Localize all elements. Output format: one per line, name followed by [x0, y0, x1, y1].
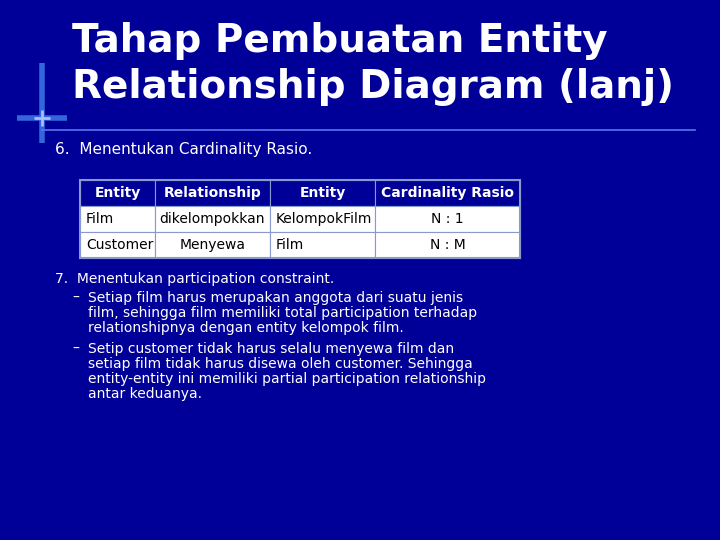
- Text: 6.  Menentukan Cardinality Rasio.: 6. Menentukan Cardinality Rasio.: [55, 142, 312, 157]
- Text: –: –: [72, 342, 79, 356]
- Bar: [80, 180, 155, 206]
- Text: Entity: Entity: [94, 186, 140, 200]
- Bar: [270, 232, 375, 258]
- Text: –: –: [72, 291, 79, 305]
- Text: Tahap Pembuatan Entity: Tahap Pembuatan Entity: [72, 22, 608, 60]
- Text: dikelompokkan: dikelompokkan: [160, 212, 265, 226]
- Text: Film: Film: [86, 212, 114, 226]
- Text: Film: Film: [276, 238, 305, 252]
- Bar: [375, 180, 520, 206]
- Bar: [270, 180, 375, 206]
- Text: Setip customer tidak harus selalu menyewa film dan: Setip customer tidak harus selalu menyew…: [88, 342, 454, 356]
- Text: N : 1: N : 1: [431, 212, 464, 226]
- Text: Entity: Entity: [300, 186, 346, 200]
- Text: Cardinality Rasio: Cardinality Rasio: [381, 186, 514, 200]
- Text: Relationship: Relationship: [163, 186, 261, 200]
- Bar: [155, 180, 270, 206]
- Text: setiap film tidak harus disewa oleh customer. Sehingga: setiap film tidak harus disewa oleh cust…: [88, 357, 473, 371]
- Text: 7.  Menentukan participation constraint.: 7. Menentukan participation constraint.: [55, 272, 334, 286]
- Text: relationshipnya dengan entity kelompok film.: relationshipnya dengan entity kelompok f…: [88, 321, 404, 335]
- Bar: [155, 232, 270, 258]
- Bar: [270, 206, 375, 232]
- Bar: [155, 206, 270, 232]
- Bar: [375, 206, 520, 232]
- Text: antar keduanya.: antar keduanya.: [88, 387, 202, 401]
- Text: KelompokFilm: KelompokFilm: [276, 212, 372, 226]
- Text: Menyewa: Menyewa: [179, 238, 246, 252]
- Text: film, sehingga film memiliki total participation terhadap: film, sehingga film memiliki total parti…: [88, 306, 477, 320]
- Text: Setiap film harus merupakan anggota dari suatu jenis: Setiap film harus merupakan anggota dari…: [88, 291, 463, 305]
- Bar: [80, 206, 155, 232]
- Text: N : M: N : M: [430, 238, 465, 252]
- Bar: [80, 232, 155, 258]
- Text: Customer: Customer: [86, 238, 153, 252]
- Text: entity-entity ini memiliki partial participation relationship: entity-entity ini memiliki partial parti…: [88, 372, 486, 386]
- Bar: [80, 180, 520, 258]
- Text: Relationship Diagram (lanj): Relationship Diagram (lanj): [72, 68, 674, 106]
- Bar: [375, 232, 520, 258]
